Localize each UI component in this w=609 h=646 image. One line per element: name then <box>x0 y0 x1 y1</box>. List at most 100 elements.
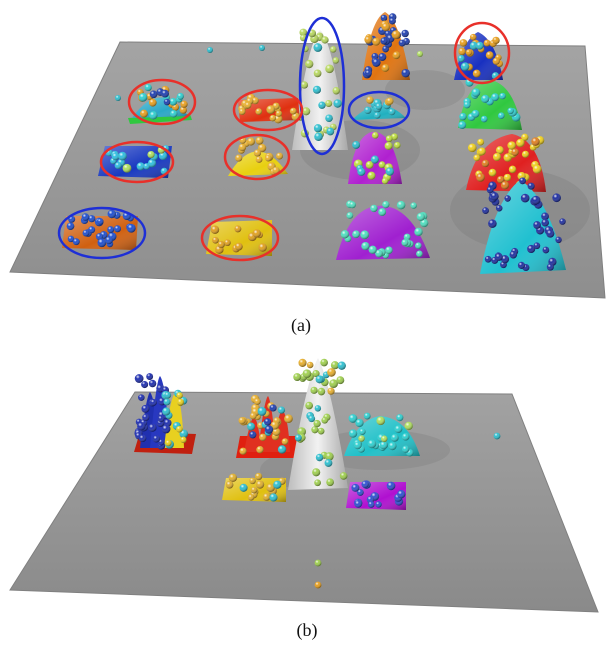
sphere-shading <box>300 81 309 89</box>
sphere-shading <box>238 143 247 152</box>
mound-multicolor-dome <box>128 83 192 124</box>
sphere-shading <box>381 22 390 32</box>
sphere-shading <box>471 88 481 97</box>
mound-yellow-dome <box>228 136 288 176</box>
sphere-shading <box>378 208 387 216</box>
sphere-shading <box>252 229 261 238</box>
sphere-shading <box>384 141 393 150</box>
sphere-shading <box>552 193 561 203</box>
sphere-shading <box>527 182 535 190</box>
sphere-shading <box>141 381 149 389</box>
sphere-shading <box>417 51 423 57</box>
sphere-shading <box>105 236 113 245</box>
panel-a <box>9 12 606 299</box>
sphere-shading <box>507 107 514 115</box>
sphere-shading <box>555 236 562 244</box>
sphere-shading <box>352 230 360 239</box>
sphere-shading <box>495 146 504 154</box>
sphere-shading <box>314 479 321 487</box>
sphere-shading <box>326 127 335 136</box>
sphere-shading <box>302 107 311 116</box>
sphere-shading <box>180 436 187 444</box>
sphere-shading <box>115 95 121 101</box>
sphere-shading <box>138 394 145 401</box>
sphere-shading <box>394 425 403 434</box>
caption-a: (a) <box>291 315 311 335</box>
sphere-shading <box>391 30 401 40</box>
sphere-shading <box>492 57 500 65</box>
sphere-shading <box>320 358 328 367</box>
sphere-shading <box>458 47 466 56</box>
sphere-shading <box>541 218 549 227</box>
sphere-shading <box>499 92 506 100</box>
sphere-shading <box>416 250 423 258</box>
sphere-shading <box>348 429 358 438</box>
sphere-shading <box>527 244 536 254</box>
sphere-shading <box>297 427 306 436</box>
sphere-shading <box>364 106 372 115</box>
sphere-shading <box>169 109 178 118</box>
mound-orange-peak <box>362 12 410 80</box>
sphere-shading <box>147 150 155 159</box>
sphere-shading <box>273 114 283 124</box>
sphere-shading <box>305 401 313 410</box>
sphere-shading <box>257 407 267 416</box>
sphere-shading <box>473 154 481 162</box>
sphere-shading <box>314 559 322 567</box>
sphere-shading <box>165 439 172 447</box>
sphere-shading <box>262 493 271 501</box>
sphere-shading <box>137 422 146 431</box>
sphere-shading <box>97 238 107 248</box>
sphere-shading <box>366 96 374 104</box>
sphere-shading <box>111 152 120 161</box>
sphere-shading <box>349 201 356 209</box>
sphere-shading <box>255 480 265 489</box>
red-highlight-ellipse <box>453 21 511 85</box>
sphere-shading <box>255 108 263 115</box>
sphere-shading <box>239 483 248 492</box>
mound-yellow-flat <box>206 220 272 256</box>
sphere-shading <box>88 226 96 234</box>
sphere-shading <box>404 421 413 431</box>
sphere-shading <box>277 445 287 454</box>
sphere-shading <box>469 41 478 50</box>
red-highlight-ellipse <box>223 133 291 181</box>
sphere-shading <box>531 195 541 205</box>
sphere-shading <box>157 438 165 446</box>
sphere-shading <box>403 233 411 241</box>
sphere-shading <box>126 223 136 233</box>
sphere-shading <box>365 161 374 169</box>
sphere-shading <box>394 141 401 149</box>
sphere-shading <box>332 87 340 95</box>
sphere-shading <box>142 413 150 421</box>
sphere-shading <box>263 418 272 426</box>
sphere-shading <box>532 164 542 174</box>
sphere-shading <box>163 398 171 406</box>
sphere-shading <box>465 49 473 56</box>
sphere-shading <box>264 425 274 434</box>
sphere-shading <box>317 427 325 435</box>
sphere-shading <box>475 41 484 50</box>
sphere-shading <box>388 108 396 116</box>
sphere-shading <box>333 99 342 108</box>
red-highlight-ellipse <box>99 140 175 184</box>
sphere-shading <box>253 149 262 157</box>
sphere-shading <box>313 43 323 52</box>
sphere-shading <box>490 192 499 201</box>
sphere-shading <box>308 29 317 38</box>
sphere-shading <box>481 94 490 104</box>
red-highlight-ellipse <box>200 214 280 262</box>
sphere-shading <box>148 379 157 388</box>
sphere-shading <box>371 52 379 60</box>
sphere-shading <box>314 132 323 141</box>
sphere-shading <box>367 171 376 180</box>
sphere-shading <box>509 250 518 259</box>
sphere-shading <box>397 490 406 499</box>
sphere-shading <box>372 58 381 67</box>
sphere-shading <box>495 253 503 261</box>
sphere-shading <box>559 218 566 225</box>
sphere-shading <box>325 99 333 108</box>
sphere-shading <box>378 52 387 61</box>
sphere-shading <box>281 438 289 445</box>
sphere-shading <box>396 414 404 422</box>
